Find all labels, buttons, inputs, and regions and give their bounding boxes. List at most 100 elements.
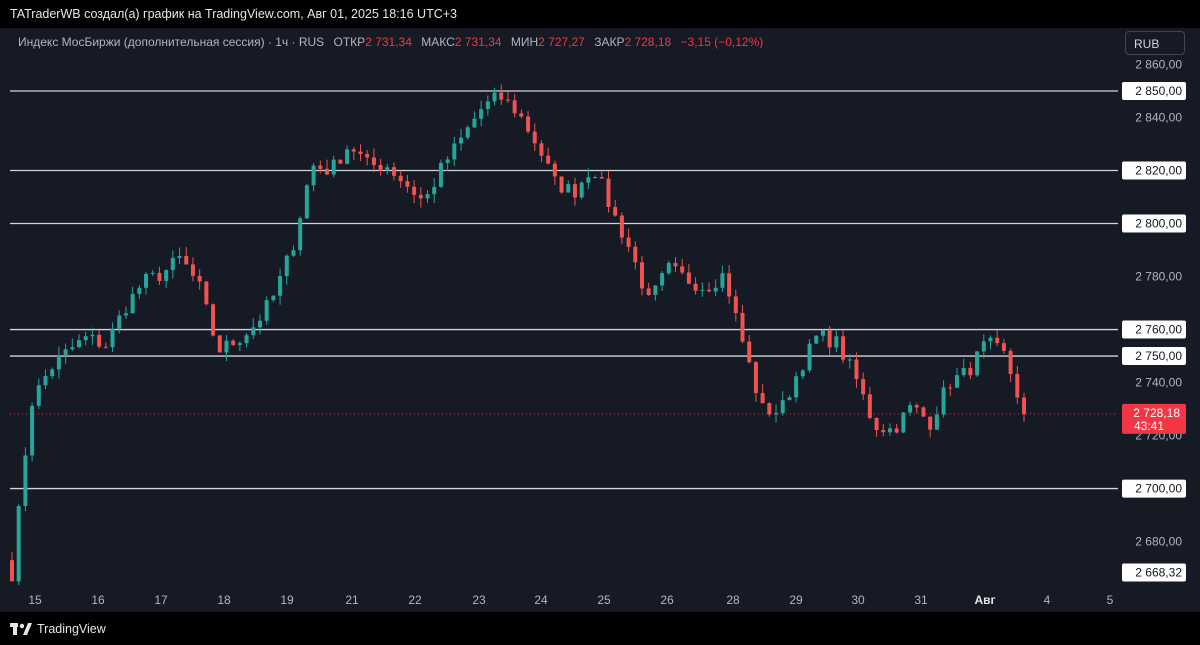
x-tick-label: 23 xyxy=(472,593,486,607)
candle-body xyxy=(954,375,959,388)
candle-body xyxy=(190,264,195,276)
candle-body xyxy=(948,387,953,389)
candle-body xyxy=(934,414,939,430)
candle-body xyxy=(90,334,95,337)
symbol-legend: Индекс МосБиржи (дополнительная сессия) … xyxy=(18,35,763,49)
open-value: 2 731,34 xyxy=(365,35,412,49)
close-value: 2 728,18 xyxy=(624,35,672,49)
candle-body xyxy=(271,295,276,301)
candle-body xyxy=(780,400,785,414)
candle-body xyxy=(572,184,577,198)
candle-body xyxy=(351,149,356,152)
candle-body xyxy=(579,182,584,198)
currency-button[interactable]: RUB xyxy=(1125,31,1185,55)
candle-body xyxy=(97,334,102,347)
candle-body xyxy=(485,101,490,110)
candle-body xyxy=(988,337,993,342)
candle-body xyxy=(318,165,323,169)
x-tick-label: 15 xyxy=(28,593,42,607)
candle-body xyxy=(311,165,316,186)
candle-body xyxy=(606,178,611,207)
candle-body xyxy=(887,428,892,433)
level-price-label: 2 820,00 xyxy=(1135,164,1182,178)
candle-body xyxy=(995,337,1000,344)
candle-body xyxy=(700,289,705,291)
candlestick-chart[interactable]: 2 680,002 700,002 720,002 740,002 760,00… xyxy=(0,28,1200,612)
candle-body xyxy=(546,155,551,164)
candle-body xyxy=(211,304,216,336)
candle-body xyxy=(438,162,443,187)
candle-body xyxy=(170,257,175,271)
level-price-badge xyxy=(1122,479,1186,498)
candle-body xyxy=(807,343,812,371)
candle-body xyxy=(619,215,624,238)
candle-body xyxy=(10,560,14,582)
candle-body xyxy=(841,336,846,360)
candle-body xyxy=(593,177,598,179)
candle-body xyxy=(707,289,712,292)
candle-body xyxy=(981,341,986,352)
candle-body xyxy=(499,92,504,100)
candle-body xyxy=(298,218,303,251)
candle-body xyxy=(686,272,691,284)
candle-body xyxy=(204,281,209,305)
candle-body xyxy=(559,176,564,193)
candle-body xyxy=(586,177,591,183)
candle-body xyxy=(23,455,28,507)
candle-body xyxy=(760,393,765,404)
candle-body xyxy=(867,394,872,418)
x-tick-label: 5 xyxy=(1107,593,1114,607)
symbol-name: Индекс МосБиржи (дополнительная сессия) … xyxy=(18,35,325,49)
candle-body xyxy=(526,116,531,132)
candle-body xyxy=(432,186,437,195)
last-price-label: 2 728,18 xyxy=(1133,406,1180,420)
tradingview-brand[interactable]: TradingView xyxy=(10,622,106,636)
candle-body xyxy=(1022,397,1026,414)
open-label: ОТКР xyxy=(333,35,366,49)
candle-body xyxy=(257,320,262,328)
candle-body xyxy=(881,430,886,433)
candle-body xyxy=(753,362,758,394)
low-label: МИН xyxy=(510,35,539,49)
candle-body xyxy=(767,403,772,415)
candle-body xyxy=(512,100,517,114)
tradingview-logo-icon xyxy=(10,622,32,635)
candle-body xyxy=(264,300,269,321)
candle-body xyxy=(63,349,68,356)
candle-body xyxy=(398,175,403,182)
level-price-label: 2 760,00 xyxy=(1135,323,1182,337)
x-tick-label: 28 xyxy=(726,593,740,607)
candle-body xyxy=(117,315,122,329)
y-tick-label: 2 780,00 xyxy=(1135,270,1182,284)
candle-body xyxy=(847,359,852,361)
candle-body xyxy=(56,355,61,370)
candle-body xyxy=(130,293,135,314)
candle-body xyxy=(733,296,738,313)
candle-body xyxy=(378,164,383,171)
candle-body xyxy=(505,99,510,101)
x-tick-label: 26 xyxy=(660,593,674,607)
level-price-badge xyxy=(1122,320,1186,339)
candle-body xyxy=(358,151,363,155)
candle-body xyxy=(747,341,752,363)
candle-body xyxy=(693,283,698,291)
level-price-label: 2 668,32 xyxy=(1135,566,1182,580)
candle-body xyxy=(50,369,55,377)
candle-body xyxy=(894,428,899,433)
candle-body xyxy=(928,416,933,430)
candle-body xyxy=(854,359,859,380)
change-value: −3,15 (−0,12%) xyxy=(680,35,764,49)
level-price-label: 2 700,00 xyxy=(1135,482,1182,496)
candle-body xyxy=(70,347,75,350)
candle-body xyxy=(83,336,88,341)
candle-body xyxy=(941,387,946,415)
candle-body xyxy=(639,262,644,289)
candle-body xyxy=(820,330,825,336)
candle-body xyxy=(653,285,658,295)
level-price-badge xyxy=(1122,214,1186,233)
level-price-badge xyxy=(1122,161,1186,180)
level-price-badge xyxy=(1122,347,1186,366)
candle-body xyxy=(110,328,115,348)
candle-body xyxy=(338,159,343,164)
candle-body xyxy=(492,92,497,102)
